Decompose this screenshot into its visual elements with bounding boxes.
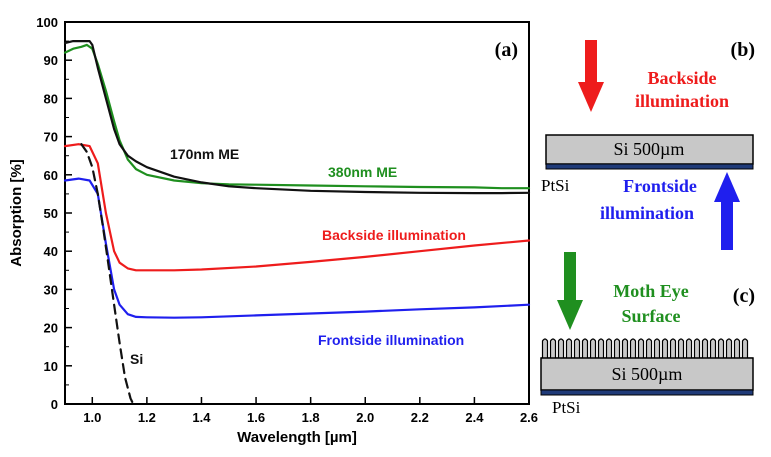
si-substrate-b-label: Si 500µm	[614, 139, 685, 159]
data-series	[63, 39, 531, 406]
series-si	[80, 143, 135, 406]
x-tick-label: 1.6	[247, 410, 265, 425]
label-380nm-me: 380nm ME	[328, 164, 397, 180]
x-axis-label: Wavelength [µm]	[237, 429, 357, 446]
panel-label-c: (c)	[733, 285, 755, 307]
backside-arrow-icon	[578, 40, 604, 112]
x-tick-label: 2.2	[411, 410, 429, 425]
y-tick-label: 60	[44, 168, 58, 183]
y-tick-label: 90	[44, 53, 58, 68]
backside-text-line1: Backside	[647, 68, 716, 88]
x-tick-label: 1.4	[192, 410, 211, 425]
moth-eye-surface	[541, 338, 753, 359]
diagram-b: (b) Backside illumination Si 500µm PtSi …	[541, 39, 755, 250]
y-tick-label: 70	[44, 130, 58, 145]
y-axis-label: Absorption [%]	[8, 159, 25, 266]
series-backside-illumination	[63, 143, 531, 272]
x-tick-label: 2.0	[356, 410, 374, 425]
y-tick-label: 20	[44, 321, 58, 336]
x-tick-label: 1.2	[138, 410, 156, 425]
ptsi-layer-b	[545, 163, 754, 170]
x-tick-label: 2.4	[465, 410, 484, 425]
plot-frame	[64, 21, 530, 405]
x-tick-label: 2.6	[520, 410, 538, 425]
si-substrate-c-label: Si 500µm	[612, 364, 683, 384]
y-tick-label: 50	[44, 206, 58, 221]
series-170nm-me	[63, 39, 531, 195]
label-si: Si	[130, 351, 143, 367]
y-tick-label: 80	[44, 91, 58, 106]
moth-eye-text-line1: Moth Eye	[613, 281, 689, 301]
series-380nm-me	[63, 43, 531, 190]
y-tick-label: 30	[44, 282, 58, 297]
frontside-text-line1: Frontside	[623, 176, 697, 196]
y-tick-label: 40	[44, 244, 58, 259]
panel-label-a: (a)	[495, 39, 518, 61]
y-tick-label: 10	[44, 359, 58, 374]
frontside-arrow-icon	[714, 172, 740, 250]
backside-text-line2: illumination	[635, 91, 729, 111]
label-backside-illumination: Backside illumination	[322, 227, 466, 243]
diagram-c: Moth Eye Surface (c) Si 500µm PtSi	[540, 252, 755, 417]
ptsi-label-c: PtSi	[552, 398, 581, 417]
moth-eye-text-line2: Surface	[622, 306, 681, 326]
moth-eye-arrow-icon	[557, 252, 583, 330]
ptsi-layer-c	[540, 389, 754, 396]
ptsi-label-b: PtSi	[541, 176, 570, 195]
frontside-text-line2: illumination	[600, 203, 694, 223]
moth-eye-profile	[541, 338, 753, 359]
label-170nm-me: 170nm ME	[170, 146, 239, 162]
axis-ticks: 1.0 1.2 1.4 1.6 1.8 2.0 2.2 2.4 2.6 0 10 20 30 40 50 60…	[36, 15, 538, 425]
x-tick-label: 1.8	[302, 410, 320, 425]
y-tick-label: 100	[36, 15, 58, 30]
y-tick-label: 0	[51, 397, 58, 412]
si-substrate-c	[540, 357, 754, 391]
x-tick-label: 1.0	[83, 410, 101, 425]
panel-label-b: (b)	[731, 39, 755, 61]
absorption-chart: 1.0 1.2 1.4 1.6 1.8 2.0 2.2 2.4 2.6 0 10 20 30 40 50 60…	[8, 15, 538, 446]
label-frontside-illumination: Frontside illumination	[318, 332, 464, 348]
